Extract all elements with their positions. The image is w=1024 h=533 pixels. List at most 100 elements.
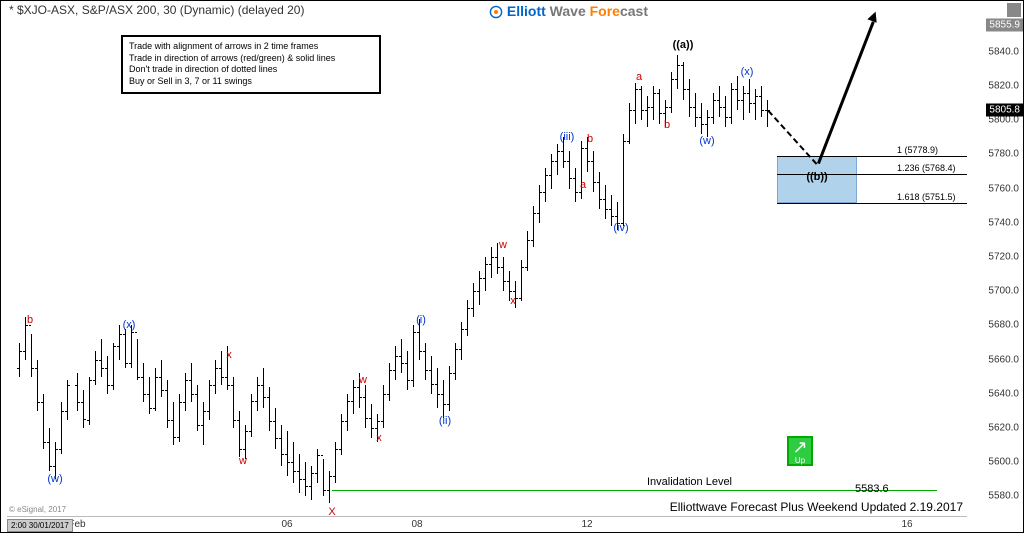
ohlc-bar <box>149 377 150 415</box>
ohlc-bar <box>695 93 696 127</box>
ohlc-bar <box>293 442 294 483</box>
chart-title: * $XJO-ASX, S&P/ASX 200, 30 (Dynamic) (d… <box>9 3 304 17</box>
wave-label: w <box>239 455 247 467</box>
wave-label: w <box>499 239 507 251</box>
ohlc-bar <box>323 459 324 497</box>
ohlc-bar <box>281 425 282 466</box>
ohlc-bar <box>167 380 168 428</box>
wave-label: (iv) <box>613 222 628 234</box>
ohlc-bar <box>701 103 702 134</box>
ohlc-bar <box>527 231 528 270</box>
price-marker: 5805.8 <box>986 104 1023 117</box>
invalidation-line <box>332 490 937 491</box>
ohlc-bar <box>185 373 186 411</box>
ohlc-bar <box>659 89 660 123</box>
ohlc-bar <box>683 62 684 100</box>
ohlc-bar <box>311 466 312 500</box>
brand-text-cast: cast <box>620 3 648 19</box>
ohlc-bar <box>221 351 222 385</box>
ohlc-bar <box>761 86 762 117</box>
app-frame: * $XJO-ASX, S&P/ASX 200, 30 (Dynamic) (d… <box>0 0 1024 533</box>
legend-line-4: Buy or Sell in 3, 7 or 11 swings <box>129 76 373 88</box>
ohlc-bar <box>209 380 210 419</box>
legend-line-3: Don't trade in direction of dotted lines <box>129 64 373 76</box>
wave-label: a <box>636 71 642 83</box>
ohlc-bar <box>197 385 198 431</box>
wave-label: b <box>27 314 33 326</box>
ohlc-bar <box>719 86 720 117</box>
ohlc-bar <box>611 195 612 226</box>
chart-plot-area[interactable]: Invalidation Level5583.6↗Up1 (5778.9)1.2… <box>7 21 967 517</box>
ohlc-bar <box>485 257 486 291</box>
wave-label: a <box>580 179 586 191</box>
ohlc-bar <box>473 283 474 317</box>
x-axis: Feb06081216 <box>7 516 967 532</box>
ohlc-bar <box>317 449 318 483</box>
ohlc-bar <box>395 346 396 380</box>
ytick: 5780.0 <box>988 149 1019 160</box>
ohlc-bar <box>623 134 624 226</box>
wave-label: x <box>226 349 232 361</box>
price-marker: 5855.9 <box>986 18 1023 31</box>
fib-line <box>777 156 967 157</box>
up-badge-label: Up <box>789 456 811 465</box>
ytick: 5580.0 <box>988 491 1019 502</box>
brand-text-fore: Fore <box>590 3 620 19</box>
direction-up-badge: ↗Up <box>787 436 813 466</box>
wave-label: ((b)) <box>806 171 827 183</box>
ytick: 5840.0 <box>988 46 1019 57</box>
ohlc-bar <box>143 363 144 402</box>
ohlc-bar <box>203 402 204 445</box>
ohlc-bar <box>95 351 96 385</box>
ohlc-bar <box>605 185 606 219</box>
invalidation-value: 5583.6 <box>855 483 889 495</box>
ytick: 5760.0 <box>988 183 1019 194</box>
ohlc-bar <box>437 368 438 407</box>
ohlc-bar <box>449 366 450 410</box>
ytick: 5600.0 <box>988 457 1019 468</box>
ohlc-bar <box>113 343 114 391</box>
ohlc-bar <box>713 93 714 124</box>
ytick: 5740.0 <box>988 217 1019 228</box>
ohlc-bar <box>689 79 690 117</box>
ohlc-bar <box>497 243 498 274</box>
ohlc-bar <box>251 394 252 437</box>
invalidation-label: Invalidation Level <box>647 476 732 488</box>
ohlc-bar <box>341 414 342 455</box>
wave-label: (ii) <box>439 415 451 427</box>
ytick: 5680.0 <box>988 320 1019 331</box>
ohlc-bar <box>49 428 50 471</box>
ohlc-bar <box>389 363 390 401</box>
ohlc-bar <box>179 394 180 442</box>
xtick: 12 <box>581 519 592 530</box>
ohlc-bar <box>365 385 366 428</box>
ohlc-bar <box>545 168 546 202</box>
ohlc-bar <box>725 96 726 127</box>
ohlc-bar <box>353 380 354 414</box>
ohlc-bar <box>239 411 240 457</box>
footer-caption: Elliottwave Forecast Plus Weekend Update… <box>670 500 963 514</box>
ohlc-bar <box>383 385 384 428</box>
ohlc-bar <box>263 368 264 407</box>
ohlc-bar <box>137 339 138 380</box>
ohlc-bar <box>671 72 672 113</box>
brand-logo: Elliott Wave Forecast <box>489 3 648 19</box>
wave-label: x <box>376 432 382 444</box>
ohlc-bar <box>407 351 408 390</box>
ohlc-bar <box>173 402 174 445</box>
brand-text-elliott: Elliott <box>507 3 546 19</box>
ohlc-bar <box>19 343 20 377</box>
fib-label: 1.618 (5751.5) <box>897 192 956 202</box>
ytick: 5620.0 <box>988 423 1019 434</box>
ytick: 5700.0 <box>988 286 1019 297</box>
ytick: 5720.0 <box>988 252 1019 263</box>
ohlc-bar <box>455 343 456 381</box>
ohlc-bar <box>569 151 570 189</box>
brand-text-wave: Wave <box>546 3 590 19</box>
wave-label: b <box>587 133 593 145</box>
xtick: 06 <box>281 519 292 530</box>
wave-label: x <box>510 295 516 307</box>
time-tab[interactable]: 2:00 30/01/2017 <box>7 519 73 532</box>
fib-label: 1 (5778.9) <box>897 145 938 155</box>
window-control-icon[interactable] <box>1007 3 1021 17</box>
